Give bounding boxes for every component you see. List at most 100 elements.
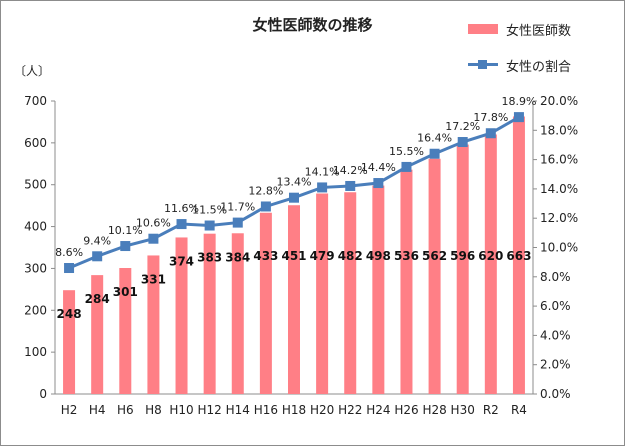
right-tick-label: 2.0% bbox=[540, 358, 571, 372]
x-tick-label: H2 bbox=[61, 403, 78, 417]
right-tick-label: 14.0% bbox=[540, 182, 578, 196]
line-value-label: 15.5% bbox=[389, 145, 424, 158]
bar bbox=[484, 134, 497, 394]
bar-value-label: 536 bbox=[394, 249, 419, 263]
bar-value-label: 482 bbox=[338, 249, 363, 263]
left-tick-label: 0 bbox=[39, 387, 47, 401]
bar bbox=[259, 212, 272, 394]
legend-item-bars: 女性医師数 bbox=[468, 20, 572, 39]
line-marker bbox=[373, 178, 384, 189]
bar bbox=[456, 144, 469, 394]
left-tick-label: 100 bbox=[24, 345, 47, 359]
line-marker bbox=[232, 217, 243, 228]
line-value-label: 13.4% bbox=[277, 176, 312, 189]
x-tick-label: H28 bbox=[422, 403, 446, 417]
line-marker bbox=[345, 180, 356, 191]
bar-value-label: 331 bbox=[141, 272, 166, 286]
line-marker bbox=[120, 241, 131, 252]
bar-value-label: 562 bbox=[422, 249, 447, 263]
bar bbox=[316, 193, 329, 394]
x-tick-label: H4 bbox=[89, 403, 106, 417]
bar-value-label: 663 bbox=[506, 249, 531, 263]
line-value-label: 11.7% bbox=[220, 201, 255, 214]
right-tick-label: 20.0% bbox=[540, 94, 578, 108]
bar-value-label: 374 bbox=[169, 254, 194, 268]
bar-value-label: 433 bbox=[253, 249, 278, 263]
bar-value-label: 383 bbox=[197, 251, 222, 265]
line-marker bbox=[485, 128, 496, 139]
bar-value-label: 479 bbox=[310, 249, 335, 263]
line-marker bbox=[317, 182, 328, 193]
bar bbox=[203, 233, 216, 394]
bar-value-label: 596 bbox=[450, 249, 475, 263]
line-marker bbox=[457, 137, 468, 148]
bar bbox=[91, 275, 104, 394]
right-tick-label: 10.0% bbox=[540, 241, 578, 255]
line-value-label: 8.6% bbox=[55, 246, 83, 259]
right-tick-label: 16.0% bbox=[540, 153, 578, 167]
legend-line-label: 女性の割合 bbox=[506, 59, 572, 75]
left-tick-label: 600 bbox=[24, 136, 47, 150]
bar bbox=[231, 233, 244, 394]
bar bbox=[428, 158, 441, 394]
right-tick-label: 6.0% bbox=[540, 299, 571, 313]
bar-value-label: 498 bbox=[366, 249, 391, 263]
left-axis-unit: 〔人〕 bbox=[14, 64, 51, 78]
line-marker bbox=[148, 233, 159, 244]
line-marker bbox=[176, 219, 187, 230]
line-value-label: 17.2% bbox=[445, 120, 480, 133]
legend-bar-label: 女性医師数 bbox=[506, 23, 572, 39]
line-value-label: 14.2% bbox=[333, 164, 368, 177]
x-tick-label: H30 bbox=[451, 403, 475, 417]
line-value-label: 17.8% bbox=[473, 111, 508, 124]
left-tick-label: 700 bbox=[24, 94, 47, 108]
bar bbox=[147, 255, 160, 394]
bar bbox=[63, 290, 76, 394]
bar-value-label: 384 bbox=[225, 250, 250, 264]
x-tick-label: H6 bbox=[117, 403, 134, 417]
x-tick-label: H24 bbox=[366, 403, 390, 417]
x-tick-label: R2 bbox=[483, 403, 499, 417]
bar bbox=[288, 205, 300, 394]
line-marker bbox=[204, 220, 215, 231]
bar-value-label: 301 bbox=[113, 285, 138, 299]
right-tick-label: 8.0% bbox=[540, 270, 571, 284]
x-tick-label: H20 bbox=[310, 403, 334, 417]
x-tick-label: H18 bbox=[282, 403, 306, 417]
line-value-label: 12.8% bbox=[248, 184, 283, 197]
line-value-label: 14.4% bbox=[361, 161, 396, 174]
line-value-label: 10.1% bbox=[108, 224, 143, 237]
line-value-label: 14.1% bbox=[305, 165, 340, 178]
bar-value-label: 451 bbox=[281, 249, 306, 263]
bar-value-label: 284 bbox=[85, 292, 110, 306]
left-tick-label: 300 bbox=[24, 261, 47, 275]
bar bbox=[512, 116, 525, 394]
right-tick-label: 18.0% bbox=[540, 123, 578, 137]
x-tick-label: H12 bbox=[197, 403, 221, 417]
bar bbox=[175, 237, 188, 394]
x-tick-label: H16 bbox=[254, 403, 278, 417]
line-value-label: 9.4% bbox=[83, 234, 111, 247]
x-tick-label: H26 bbox=[394, 403, 418, 417]
x-tick-label: R4 bbox=[511, 403, 527, 417]
left-tick-label: 200 bbox=[24, 303, 47, 317]
bar bbox=[344, 192, 357, 394]
right-tick-label: 0.0% bbox=[540, 387, 571, 401]
x-tick-label: H8 bbox=[145, 403, 162, 417]
x-tick-label: H10 bbox=[169, 403, 193, 417]
x-tick-label: H22 bbox=[338, 403, 362, 417]
bar bbox=[400, 169, 413, 394]
line-marker bbox=[401, 161, 412, 172]
line-marker bbox=[92, 251, 103, 262]
legend-item-line: 女性の割合 bbox=[468, 56, 572, 75]
x-tick-label: H14 bbox=[226, 403, 250, 417]
legend-bar-swatch bbox=[468, 24, 498, 34]
chart-title: 女性医師数の推移 bbox=[252, 16, 373, 34]
line-marker bbox=[260, 201, 271, 212]
line-marker bbox=[513, 112, 524, 123]
bar bbox=[372, 185, 385, 394]
line-value-label: 16.4% bbox=[417, 132, 452, 145]
line-value-label: 11.6% bbox=[164, 202, 199, 215]
line-value-label: 11.5% bbox=[192, 204, 227, 217]
